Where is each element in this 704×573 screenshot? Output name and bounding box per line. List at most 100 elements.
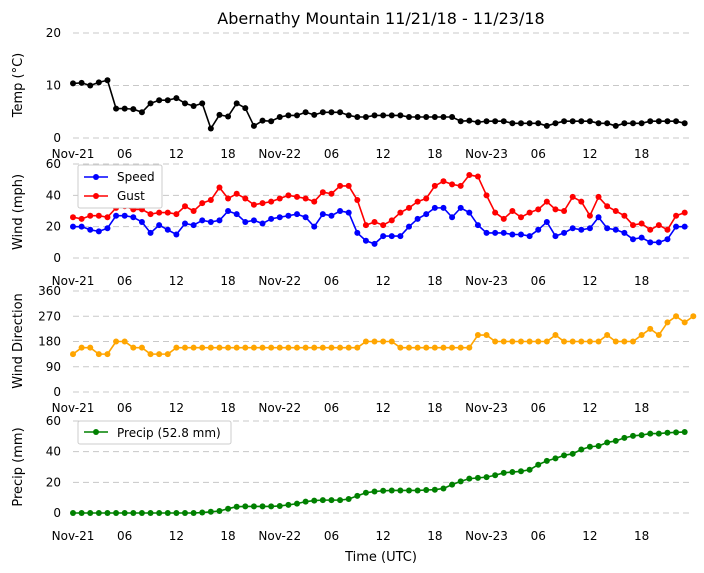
temp-point (457, 118, 464, 125)
gust-point (449, 181, 456, 188)
precip-52-8-mm-point (604, 439, 611, 446)
wind-direction-point (457, 344, 464, 351)
gust-point (233, 190, 240, 197)
wind-direction-point (362, 338, 369, 345)
wind-direction-point (138, 344, 145, 351)
temp-point (518, 120, 524, 127)
wind-direction-point (612, 338, 619, 345)
temp-point (233, 100, 240, 107)
wind-direction-point (561, 338, 568, 345)
speed-point (535, 226, 542, 233)
precip-52-8-mm-point (509, 469, 516, 476)
gust-point (535, 206, 542, 213)
wind-direction-point (182, 344, 188, 351)
wind-direction-point (156, 351, 163, 358)
gust-point (664, 226, 671, 233)
speed-point (397, 233, 404, 240)
wind-direction-point (78, 344, 85, 351)
precip-52-8-mm-point (182, 510, 188, 516)
precip-52-8-mm-point (242, 503, 249, 510)
temp-point (199, 100, 206, 107)
speed-point (406, 223, 412, 230)
precip-52-8-mm-point (276, 502, 283, 509)
speed-point (311, 223, 318, 230)
precip-52-8-mm-point (518, 468, 524, 475)
precip-52-8-mm-point (138, 510, 145, 516)
precip-52-8-mm-point (526, 466, 533, 473)
speed-point (276, 214, 283, 221)
temp-point (414, 114, 421, 120)
speed-point (647, 239, 654, 246)
temp-point (638, 120, 645, 127)
wind-direction-point (216, 344, 223, 351)
direction-xtick-label: 18 (427, 401, 442, 415)
temp-point (70, 80, 76, 87)
temp-point (164, 97, 171, 104)
precip-52-8-mm-point (268, 503, 275, 510)
wind-xtick-label: 18 (427, 274, 442, 288)
temp-point (285, 112, 292, 119)
direction-xtick-label: 12 (582, 401, 597, 415)
precip-52-8-mm-point (440, 485, 447, 492)
precip-52-8-mm-point (311, 497, 318, 504)
temp-point (535, 120, 542, 127)
gust-point (388, 217, 395, 224)
temp-point (138, 109, 145, 116)
speed-point (518, 231, 524, 238)
precip-xtick-label: 18 (427, 529, 442, 543)
direction-ytick-label: 270 (38, 309, 61, 323)
temp-xtick-label: 12 (582, 147, 597, 161)
wind-xticks: Nov-21 06 12 18 Nov-22 06 12 18 Nov-23 06 12 18 (52, 274, 650, 288)
precip-52-8-mm-point (319, 497, 326, 504)
speed-point (104, 225, 111, 232)
wind-direction-point (319, 344, 326, 351)
precip-52-8-mm-point (70, 510, 76, 516)
temp-xtick-label: 06 (117, 147, 132, 161)
speed-point (87, 226, 94, 233)
wind-xtick-label: 12 (376, 274, 391, 288)
temp-point (104, 77, 111, 84)
precip-52-8-mm-point (578, 446, 585, 453)
speed-point (78, 223, 85, 230)
temp-point (276, 114, 283, 120)
wind-series (70, 171, 688, 247)
temp-point (509, 120, 516, 127)
temp-point (259, 117, 266, 124)
speed-point (354, 229, 361, 236)
precip-yticks: 0 20 40 60 (46, 414, 61, 520)
speed-point (586, 225, 593, 232)
speed-point (380, 233, 387, 240)
gust-point (95, 212, 102, 219)
gust-point (483, 192, 490, 199)
precip-52-8-mm-point (121, 510, 128, 516)
gust-point (604, 203, 611, 210)
gust-point (319, 189, 326, 196)
wind-direction-point (294, 344, 300, 351)
speed-point (492, 229, 499, 236)
speed-point (474, 222, 481, 229)
temp-point (561, 118, 568, 125)
speed-point (483, 229, 490, 236)
gust-point (78, 215, 85, 222)
speed-point (138, 218, 145, 225)
speed-point (655, 239, 662, 246)
precip-xtick-label: 12 (582, 529, 597, 543)
precip-52-8-mm-point (78, 510, 85, 516)
precip-52-8-mm-point (362, 489, 369, 496)
speed-point (414, 215, 421, 222)
direction-xtick-label: 06 (117, 401, 132, 415)
temp-point (492, 118, 499, 125)
temp-point (483, 118, 490, 125)
wind-xtick-label: 06 (531, 274, 546, 288)
precip-y-axis-label: Precip (mm) (11, 427, 26, 506)
precip-52-8-mm-point (216, 508, 223, 515)
speed-point (113, 212, 120, 219)
wind-direction-point (164, 351, 171, 358)
temp-point (595, 120, 602, 127)
x-axis-label: Time (UTC) (344, 550, 417, 565)
temp-point (552, 120, 559, 127)
gust-point (526, 209, 533, 216)
gust-point (561, 208, 568, 214)
direction-xtick-label: 12 (169, 401, 184, 415)
